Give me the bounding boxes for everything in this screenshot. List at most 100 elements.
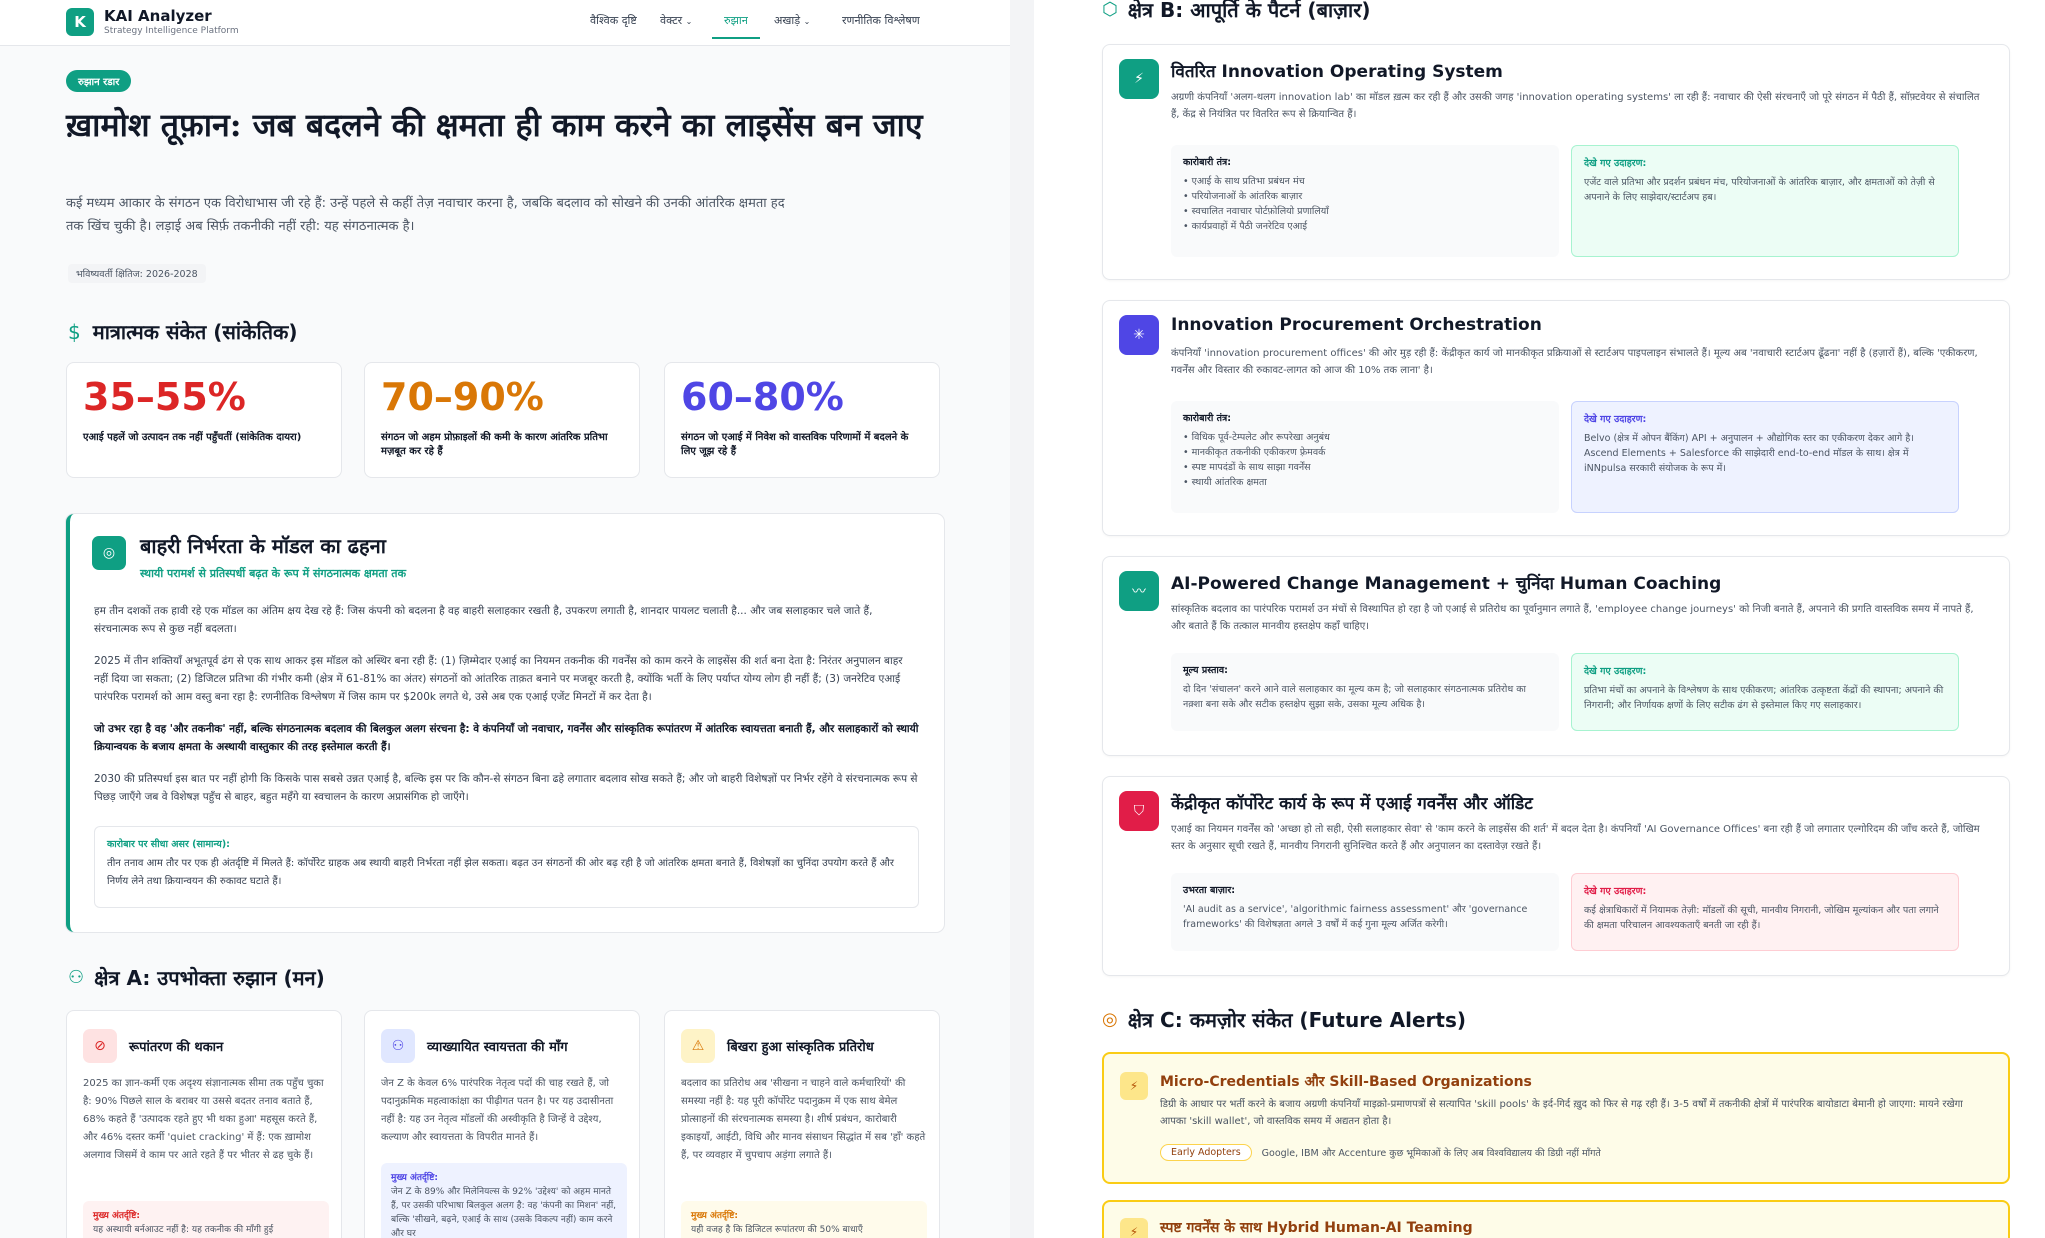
market-label: उभरता बाज़ार: [1183,885,1236,896]
insight-label: मुख्य अंतर्दृष्टि: [691,1211,738,1221]
pattern-title: Innovation Procurement Orchestration [1171,315,1542,335]
mechanism-item: • एआई के साथ प्रतिभा प्रबंधन मंच [1183,176,1305,187]
right-pane: ⬡ क्षेत्र B: आपूर्ति के पैटर्न (बाज़ार) … [1034,0,2045,1238]
value-label: मूल्य प्रस्ताव: [1183,665,1228,676]
paragraph-emphasis: जो उभर रहा है वह 'और तकनीक' नहीं, बल्कि … [94,723,919,753]
alert-card: ⚡ Micro-Credentials और Skill-Based Organ… [1102,1052,2010,1184]
paragraph: 2025 में तीन शक्तियाँ अभूतपूर्व ढंग से ए… [94,655,903,703]
insight-box: मुख्य अंतर्दृष्टि: जेन Z के 89% और मिलेन… [381,1163,627,1238]
market-box: उभरता बाज़ार: 'AI audit as a service', '… [1171,873,1559,951]
stat-card: 70–90% संगठन जो अहम प्रोफ़ाइलों की कमी क… [364,362,640,478]
nav-global-view[interactable]: वैश्विक दृष्टि [590,14,637,27]
examples-label: देखे गए उदाहरण: [1584,158,1647,169]
page-subtitle: कई मध्यम आकार के संगठन एक विरोधाभास जी र… [66,196,785,234]
mechanism-box: कारोबारी तंत्र: • एआई के साथ प्रतिभा प्र… [1171,145,1559,257]
trend-text: बदलाव का प्रतिरोध अब 'सीखना न चाहने वाले… [681,1078,926,1161]
examples-text: प्रतिभा मंचों का अपनाने के विश्लेषण के स… [1584,685,1944,711]
alert-title: स्पष्ट गवर्नेंस के साथ Hybrid Human-AI T… [1160,1220,1473,1236]
trend-card: ⊘ रूपांतरण की थकान 2025 का ज्ञान-कर्मी ए… [66,1010,342,1238]
zone-c-header: ◎ क्षेत्र C: कमज़ोर संकेत (Future Alerts… [1102,1006,1466,1033]
nav-arenas[interactable]: अखाड़े ⌄ [774,13,810,28]
paragraph: 2030 की प्रतिस्पर्धा इस बात पर नहीं होगी… [94,773,918,803]
insight-label: मुख्य अंतर्दृष्टि: [391,1173,438,1183]
lightning-icon: ⚡ [1120,1072,1148,1100]
stat-desc: संगठन जो अहम प्रोफ़ाइलों की कमी के कारण … [381,432,608,457]
stat-desc: संगठन जो एआई में निवेश को वास्तविक परिणा… [681,432,909,457]
mechanism-item: • विधिक पूर्व-टेम्पलेट और रूपरेखा अनुबंध [1183,432,1330,443]
zone-c-title: क्षेत्र C: कमज़ोर संकेत (Future Alerts) [1127,1008,1467,1032]
pattern-title: AI-Powered Change Management + चुनिंदा H… [1171,574,1722,594]
trend-title: व्याख्यायित स्वायत्तता की माँग [427,1040,568,1055]
trend-radar-badge: रुझान रडार [66,70,132,92]
pattern-text: अग्रणी कंपनियाँ 'अलग-थलग innovation lab'… [1171,92,1980,120]
mechanism-item: • स्थायी आंतरिक क्षमता [1183,477,1267,488]
mechanism-item: • मानकीकृत तकनीकी एकीकरण फ़्रेमवर्क [1183,447,1326,458]
insight-box: मुख्य अंतर्दृष्टि: यही वजह है कि डिजिटल … [681,1201,927,1238]
trend-card: ⚇ व्याख्यायित स्वायत्तता की माँग जेन Z क… [364,1010,640,1238]
nav-vectors-label: वेक्टर [660,14,683,27]
adopters-chip: Early Adopters [1160,1144,1252,1161]
warning-icon: ⚠ [681,1029,715,1063]
trend-text: 2025 का ज्ञान-कर्मी एक अदृश्य संज्ञानात्… [83,1078,324,1161]
card-title: बाहरी निर्भरता के मॉडल का ढहना [140,534,386,558]
mechanism-item: • परियोजनाओं के आंतरिक बाज़ार [1183,191,1303,202]
app-tagline: Strategy Intelligence Platform [104,26,239,36]
market-text: 'AI audit as a service', 'algorithmic fa… [1183,904,1528,930]
horizon-badge: भविष्यवर्ती क्षितिज: 2026-2028 [68,264,206,283]
examples-box: देखे गए उदाहरण: प्रतिभा मंचों का अपनाने … [1571,653,1959,731]
examples-text: एजेंट वाले प्रतिभा और प्रदर्शन प्रबंधन म… [1584,177,1935,203]
stat-value: 70–90% [381,375,544,419]
insight-label: मुख्य अंतर्दृष्टि: [93,1211,140,1221]
alert-text: डिग्री के आधार पर भर्ती करने के बजाय अग्… [1160,1099,1963,1127]
top-header: K KAI Analyzer Strategy Intelligence Pla… [0,0,1010,46]
card-subtitle: स्थायी परामर्श से प्रतिस्पर्धी बढ़त के र… [140,567,407,580]
pattern-text: कंपनियाँ 'innovation procurement offices… [1171,348,1978,376]
insight-text: यही वजह है कि डिजिटल रूपांतरण की 50% बाध… [691,1225,863,1235]
stat-card: 35–55% एआई पहलें जो उत्पादन तक नहीं पहुँ… [66,362,342,478]
zone-a-header: ⚇ क्षेत्र A: उपभोक्ता रुझान (मन) [68,964,325,991]
app-logo[interactable]: K [66,8,94,36]
mechanism-label: कारोबारी तंत्र: [1183,413,1232,424]
zone-a-title: क्षेत्र A: उपभोक्ता रुझान (मन) [94,966,325,990]
activity-icon: 〰 [1119,571,1159,611]
examples-box: देखे गए उदाहरण: Belvo (क्षेत्र में ओपन ब… [1571,401,1959,513]
page-title: ख़ामोश तूफ़ान: जब बदलने की क्षमता ही काम… [66,106,923,144]
examples-box: देखे गए उदाहरण: एजेंट वाले प्रतिभा और प्… [1571,145,1959,257]
pattern-card: ⚡ वितरित Innovation Operating System अग्… [1102,44,2010,280]
insight-text: यह अस्थायी बर्नआउट नहीं है: यह तकनीक की … [93,1225,274,1235]
trend-card: ⚠ बिखरा हुआ सांस्कृतिक प्रतिरोध बदलाव का… [664,1010,940,1238]
adopters-note: Google, IBM और Accenture कुछ भूमिकाओं के… [1261,1148,1601,1159]
examples-label: देखे गए उदाहरण: [1584,414,1647,425]
chevron-down-icon: ⌄ [685,17,693,26]
nav-strategic-analysis[interactable]: रणनीतिक विश्लेषण [842,14,920,27]
external-dependence-card: ◎ बाहरी निर्भरता के मॉडल का ढहना स्थायी … [66,514,944,932]
examples-text: कई क्षेत्राधिकारों में नियामक तेज़ी: मॉड… [1584,905,1939,931]
stat-value: 60–80% [681,375,844,419]
lightning-icon: ⚡ [1120,1218,1148,1238]
examples-label: देखे गए उदाहरण: [1584,886,1647,897]
pane-divider [1010,0,1034,1238]
chevron-down-icon: ⌄ [803,17,811,26]
sparkle-icon: ✳ [1119,315,1159,355]
pattern-text: एआई का नियमन गवर्नेंस को 'अच्छा हो तो सह… [1171,824,1980,852]
mechanism-item: • स्वचालित नवाचार पोर्टफ़ोलियो प्रणालिया… [1183,206,1329,217]
alert-circle-icon: ⊘ [83,1029,117,1063]
nav-trends[interactable]: रुझान [712,13,760,39]
shield-icon: ⛉ [1119,791,1159,831]
impact-box: कारोबार पर सीधा असर (सामान्य): तीन तनाव … [94,826,919,908]
pattern-title: वितरित Innovation Operating System [1171,62,1503,82]
examples-text: Belvo (क्षेत्र में ओपन बैंकिंग) API + अन… [1584,433,1914,474]
stat-card: 60–80% संगठन जो एआई में निवेश को वास्तवि… [664,362,940,478]
box-icon: ⬡ [1102,0,1118,20]
value-box: मूल्य प्रस्ताव: दो दिन 'संचालन' करने आने… [1171,653,1559,731]
nav-vectors[interactable]: वेक्टर ⌄ [660,13,692,28]
quant-section-header: $ मात्रात्मक संकेत (सांकेतिक) [68,318,298,345]
value-text: दो दिन 'संचालन' करने आने वाले सलाहकार का… [1183,684,1526,710]
pattern-card: ⛉ केंद्रीकृत कॉर्पोरेट कार्य के रूप में … [1102,776,2010,976]
pattern-text: सांस्कृतिक बदलाव का पारंपरिक परामर्श उन … [1171,604,1974,632]
left-pane: K KAI Analyzer Strategy Intelligence Pla… [0,0,1010,1238]
impact-title: कारोबार पर सीधा असर (सामान्य): [107,839,230,850]
pattern-title: केंद्रीकृत कॉर्पोरेट कार्य के रूप में एआ… [1171,794,1533,814]
trend-title: बिखरा हुआ सांस्कृतिक प्रतिरोध [727,1040,874,1055]
mechanism-item: • स्पष्ट मापदंडों के साथ साझा गवर्नेंस [1183,462,1311,473]
